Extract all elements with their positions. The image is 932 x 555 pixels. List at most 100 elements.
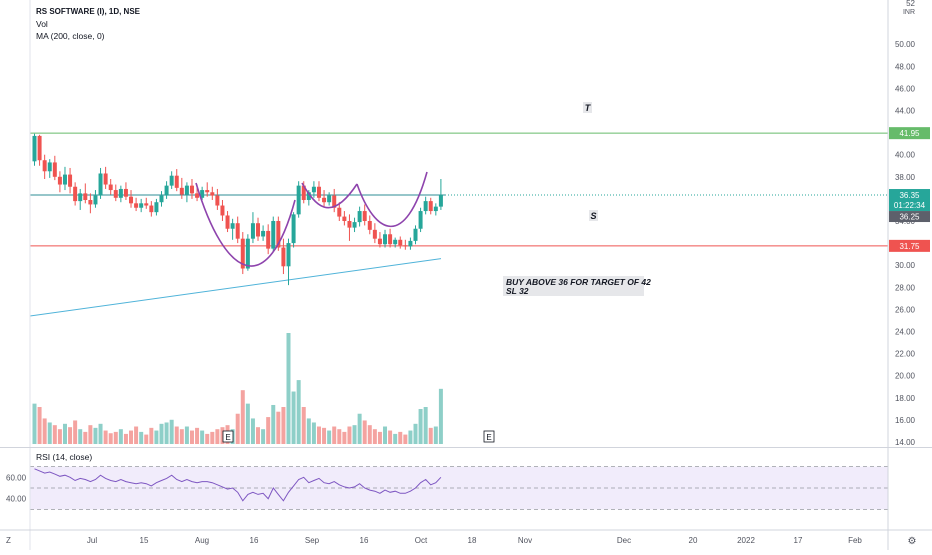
volume-bar [362,420,367,444]
candle-body [215,195,220,206]
candle-body [154,202,159,213]
candle-body [291,214,296,244]
candle-body [205,190,210,193]
volume-bar [428,427,433,444]
candle-body [189,185,194,194]
earnings-marker: E [222,430,234,443]
volume-bar [413,423,418,444]
candle-body [327,195,332,203]
volume-bar [418,409,423,444]
time-tick-label: 17 [794,536,803,545]
time-tick-label: Dec [617,536,631,545]
candle-body [47,162,52,172]
rsi-line [34,468,442,502]
ma-200-line [30,258,442,317]
price-tick-label: 14.00 [895,438,916,447]
volume-bar [57,429,62,444]
volume-bar [215,429,220,444]
volume-bar [98,423,103,444]
volume-bar [438,388,443,444]
time-tick-label: Nov [518,536,532,545]
earnings-marker-text: E [225,433,230,442]
stop-price-badge: 31.75 [889,239,930,252]
time-tick-label: Jul [87,536,97,545]
target-annotation-text: T [585,103,592,113]
volume-bar [357,413,362,444]
close-price-badge: 36.25 [889,211,930,223]
symbol-title[interactable]: RS SOFTWARE (I), 1D, NSE [36,7,141,16]
volume-bar [266,417,271,444]
volume-bar [235,413,240,444]
volume-bar [271,404,276,444]
last-price-text: 36.35 [899,191,920,200]
candle-body [37,135,42,161]
candle-body [123,188,128,197]
rsi-tick-label: 40.00 [6,495,27,504]
candle-body [144,203,149,206]
volume-bar [342,431,347,444]
volume-bar [383,426,388,444]
volume-bar [291,391,296,444]
candle-body [52,162,57,177]
rsi-legend[interactable]: RSI (14, close) [36,452,93,462]
price-tick-label: 28.00 [895,283,916,292]
volume-bar [332,426,337,444]
volume-bar [296,380,301,444]
candle-body [78,193,83,202]
volume-bar [164,422,169,444]
trade-note-line2: SL 32 [506,286,529,296]
volume-bar [139,431,144,444]
candle-body [103,173,108,185]
volume-legend[interactable]: Vol [36,19,48,29]
volume-bar [311,422,316,444]
candle-body [301,185,306,201]
target-price-badge: 41.95 [889,127,930,140]
earnings-marker-text: E [486,433,491,442]
volume-bar [327,430,332,444]
candles [32,133,443,286]
candle-body [362,211,367,221]
volume-bar [113,431,118,444]
cup-curve [195,182,296,267]
rsi-pane [30,466,888,510]
volume-bar [423,407,428,444]
volume-bar [154,430,159,444]
handle-curve-left [301,182,358,209]
target-annotation: T [583,102,592,113]
volume-bar [159,423,164,444]
volume-bar [123,433,128,444]
volume-bar [347,426,352,444]
candle-body [306,192,311,201]
candle-body [337,207,342,217]
close-price-badge-text: 36.25 [899,213,920,222]
volume-bar [408,430,413,444]
price-tick-label: 30.00 [895,261,916,270]
candle-body [316,186,321,198]
candle-body [98,173,103,196]
volume-bar [322,427,327,444]
volume-bar [352,425,357,444]
volume-bar [73,420,78,444]
close-price-badge-bg [889,211,930,223]
candle-body [108,184,113,191]
target-price-badge-bg [889,127,930,140]
volume-bar [403,434,408,444]
candle-body [408,240,413,247]
candle-body [418,211,423,229]
ma-legend[interactable]: MA (200, close, 0) [36,31,105,41]
stop-annotation-text: S [590,211,596,221]
stop-price-badge-bg [889,239,930,252]
volume-bar [377,431,382,444]
handle-curve-right [356,171,428,227]
candle-body [322,197,327,203]
countdown-text: 01:22:34 [894,201,926,210]
candle-body [347,221,352,228]
candle-body [256,223,261,237]
volume-bar [301,407,306,444]
volume-bar [179,429,184,444]
zoom-icon: Z [6,536,11,545]
